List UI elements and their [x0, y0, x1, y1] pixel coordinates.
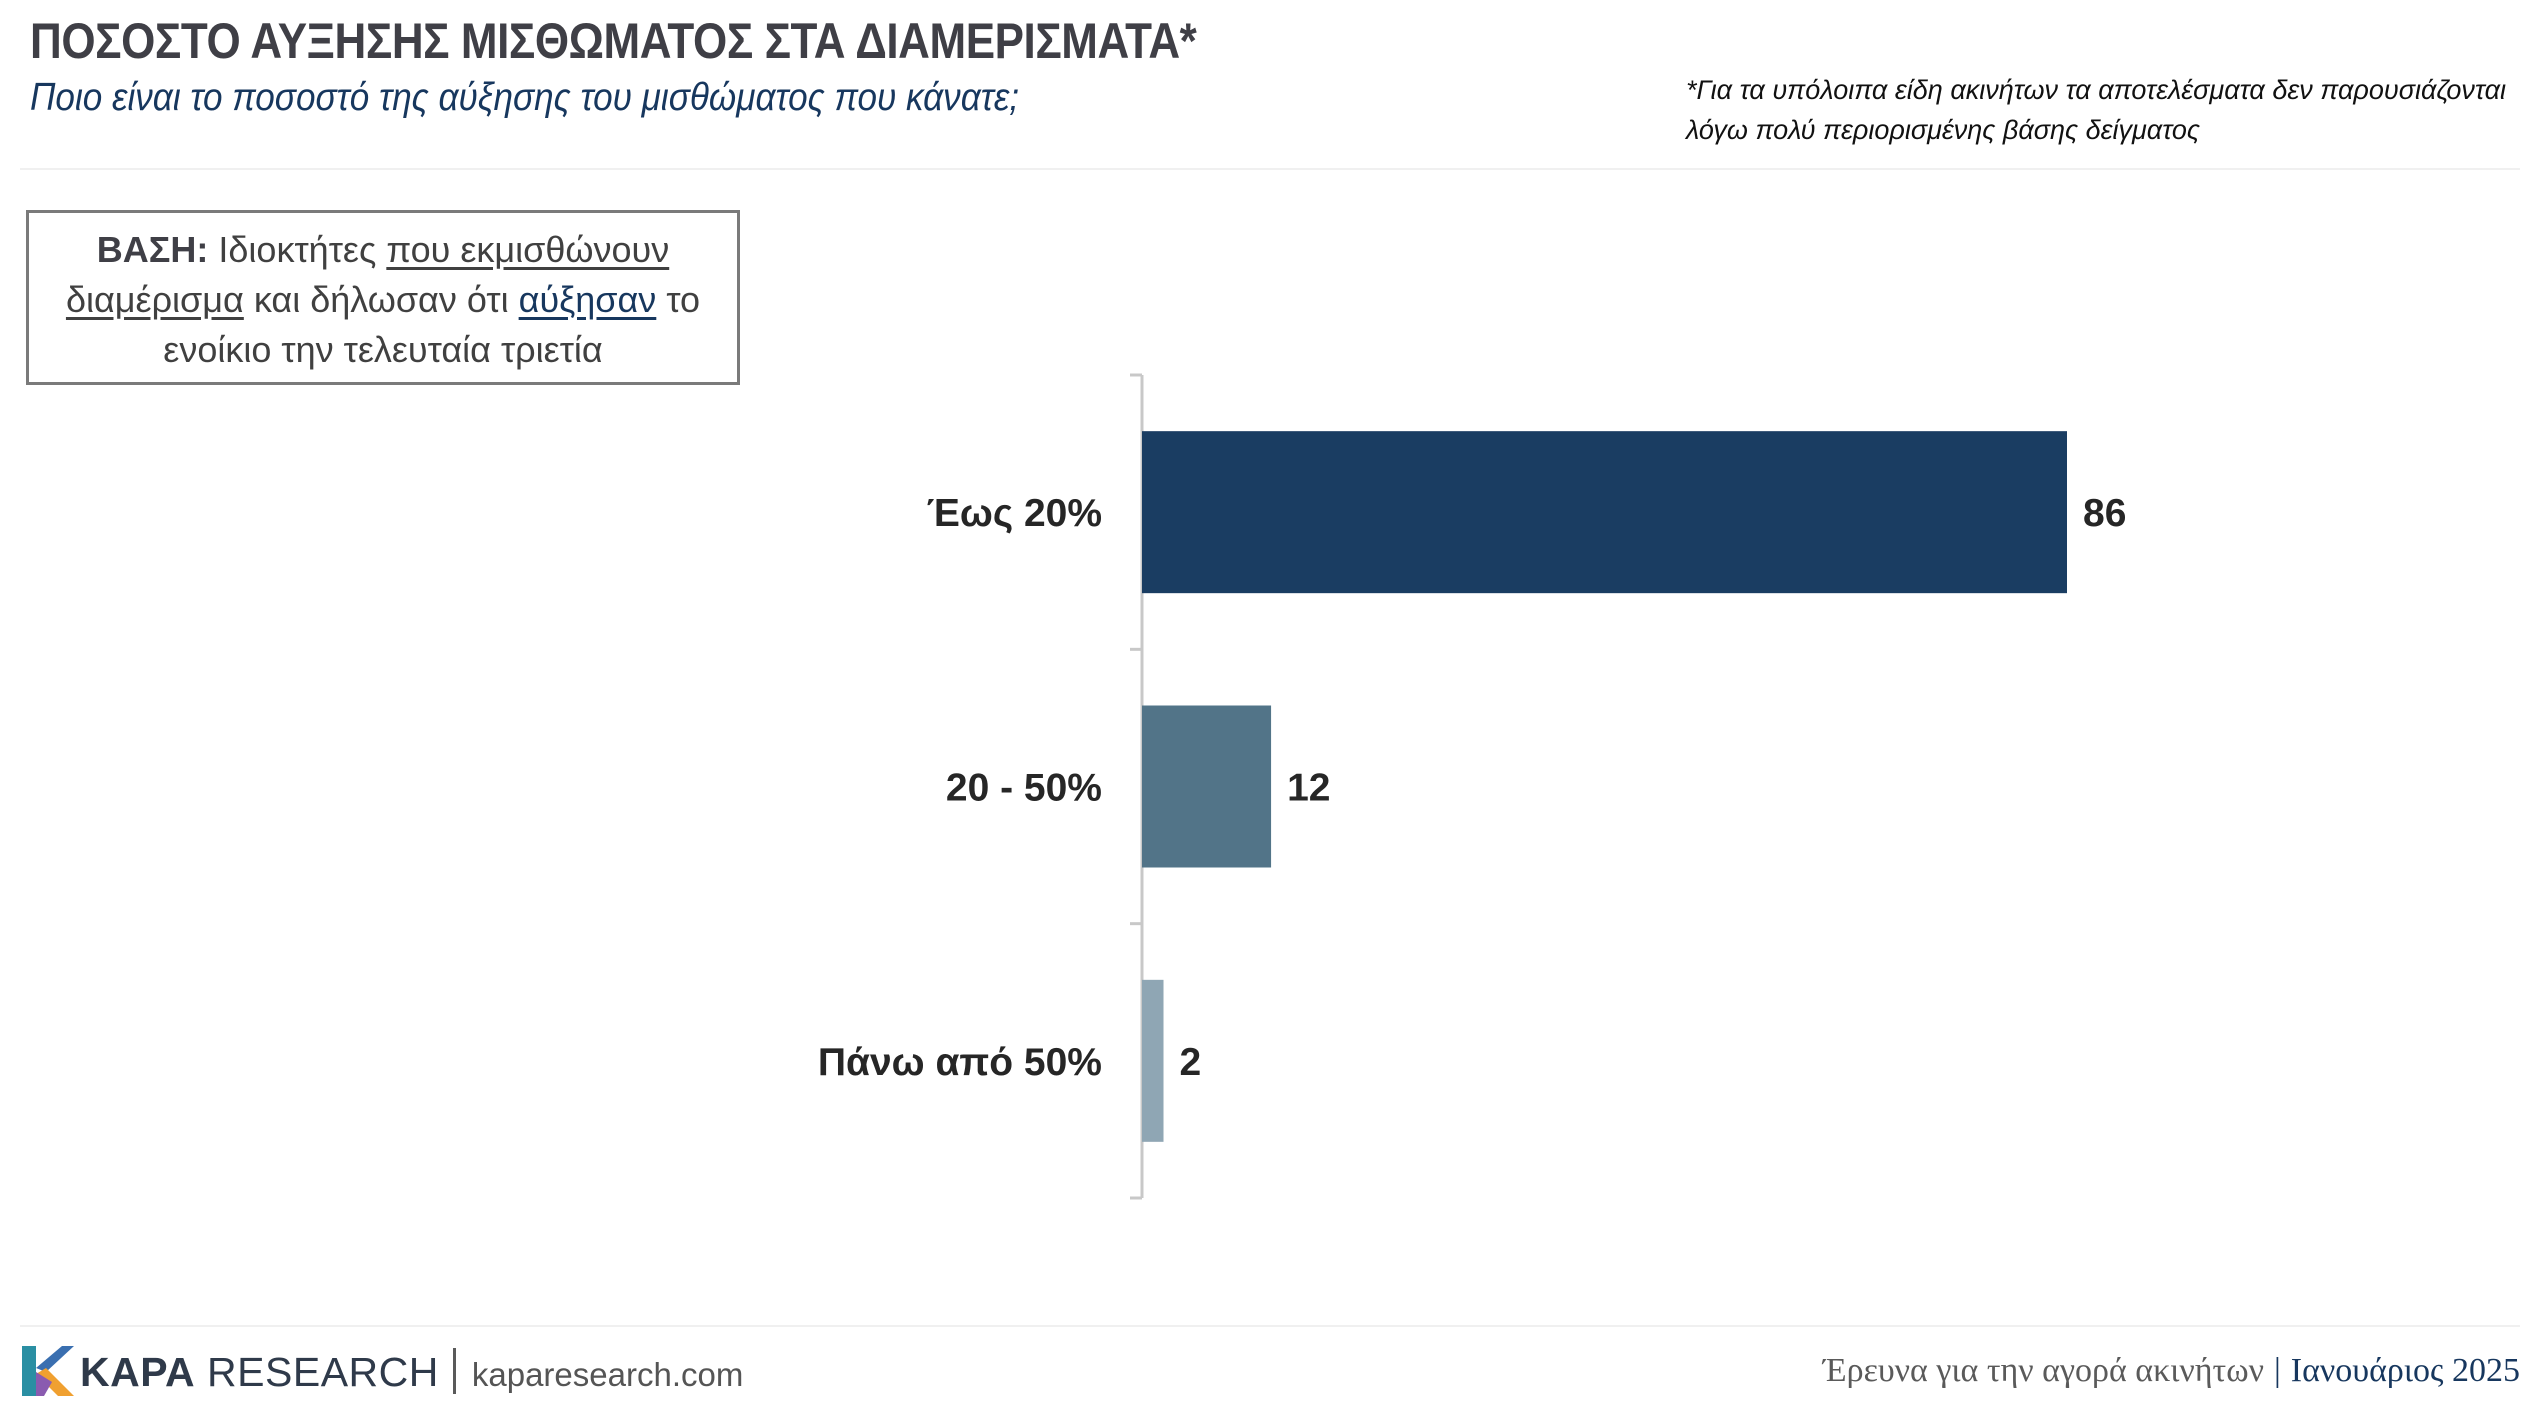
website-link[interactable]: kaparesearch.com: [471, 1356, 744, 1393]
data-label: 2: [1180, 1041, 1202, 1084]
category-label: 20 - 50%: [946, 767, 1102, 810]
page-title: ΠΟΣΟΣΤΟ ΑΥΞΗΣΗΣ ΜΙΣΘΩΜΑΤΟΣ ΣΤΑ ΔΙΑΜΕΡΙΣΜ…: [30, 13, 1197, 69]
data-label: 12: [1287, 767, 1330, 810]
base-text-owners: Ιδιοκτήτες: [218, 229, 377, 270]
brand-separator: [452, 1348, 456, 1394]
bottom-divider: [20, 1325, 2520, 1327]
brand-footer: KAPA RESEARCH kaparesearch.com: [80, 1348, 743, 1396]
base-label: ΒΑΣΗ:: [96, 229, 209, 270]
footer-date: Ιανουάριος 2025: [2290, 1352, 2520, 1389]
base-box: ΒΑΣΗ: Ιδιοκτήτες που εκμισθώνουν διαμέρι…: [26, 210, 740, 385]
category-label: Πάνω από 50%: [818, 1041, 1102, 1084]
base-text-declared: και δήλωσαν ότι: [253, 279, 509, 320]
bar: [1142, 705, 1272, 868]
bar: [1142, 431, 2067, 594]
footer-survey-info: Έρευνα για την αγορά ακινήτων | Ιανουάριος…: [1823, 1352, 2520, 1390]
question-subtitle: Ποιο είναι το ποσοστό της αύξησης του μι…: [30, 76, 1020, 119]
kapa-logo-icon: [22, 1346, 74, 1396]
sample-note: *Για τα υπόλοιπα είδη ακινήτων τα αποτελ…: [1686, 75, 2506, 145]
bar-chart: Έως 20% 20 - 50% Πάνω από 50% 86 12 2: [818, 373, 2126, 1200]
footer-separator: |: [2273, 1352, 2281, 1389]
base-text-increased: αύξησαν: [518, 279, 657, 320]
base-text-rent-apartment: που εκμισθώνουν διαμέρισμα: [65, 229, 670, 320]
category-label: Έως 20%: [927, 492, 1102, 535]
top-divider: [20, 168, 2520, 170]
base-text-rent-period: το ενοίκιο την τελευταία τριετία: [163, 279, 701, 370]
brand-name-bold: KAPA: [80, 1349, 196, 1395]
data-label: 86: [2083, 492, 2126, 535]
bar: [1142, 979, 1164, 1142]
brand-name-rest: RESEARCH: [207, 1349, 439, 1395]
footer-survey-name: Έρευνα για την αγορά ακινήτων: [1823, 1352, 2264, 1389]
